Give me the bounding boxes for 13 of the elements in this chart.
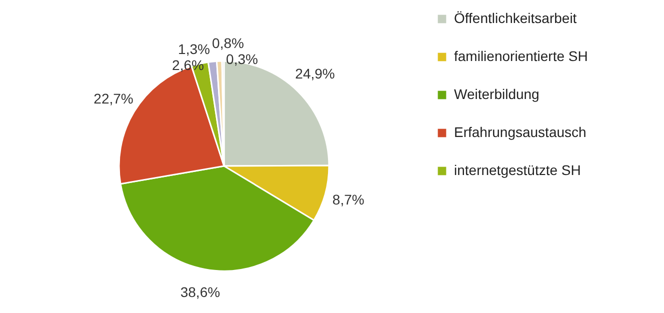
data-label: 22,7% [94,90,134,106]
legend-label: internetgestützte SH [454,162,581,178]
legend-label: Erfahrungsaustausch [454,124,586,140]
data-label: 0,8% [212,35,244,51]
data-label: 38,6% [180,284,220,300]
legend-label: Öffentlichkeitsarbeit [454,10,577,26]
data-label: 24,9% [295,66,335,82]
legend-label: Weiterbildung [454,86,540,102]
legend-label: familienorientierte SH [454,48,588,64]
data-label: 0,3% [226,51,258,67]
data-label: 8,7% [332,191,364,208]
data-label: 1,3% [178,41,210,57]
data-label: 2,6% [172,57,204,73]
